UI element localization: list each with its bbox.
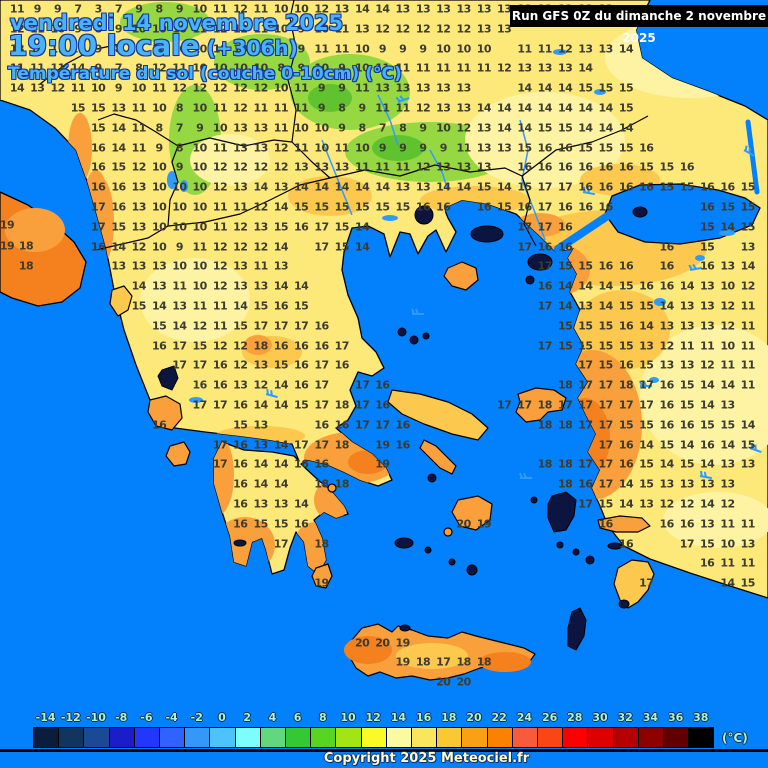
bosphorus-strait: [745, 119, 760, 195]
legend-tick: 14: [390, 711, 407, 724]
legend-box: [209, 727, 236, 748]
legend-tick: 38: [693, 711, 709, 724]
legend-tick: 28: [567, 711, 583, 724]
wind-barb-icon: [582, 186, 595, 196]
italy-heel: [0, 191, 87, 307]
legend-tick: 4: [268, 711, 277, 724]
island-karpathos: [567, 607, 587, 651]
legend-tick: -12: [60, 711, 81, 724]
legend-tick: 22: [491, 711, 507, 724]
island-samothraki: [470, 225, 504, 243]
island-rhodes: [613, 559, 655, 609]
island-lefkada: [157, 365, 179, 391]
wind-barb-icon: [411, 308, 424, 315]
island-dot: [233, 539, 247, 547]
legend-tick: 0: [218, 711, 226, 724]
islands: [109, 205, 655, 681]
wind-barb-icon: [699, 470, 712, 480]
island-evia: [387, 389, 489, 441]
island-andros-tinos: [419, 439, 457, 475]
legend-box: [83, 727, 110, 748]
island-thasos: [414, 205, 434, 225]
island-zakynthos: [165, 441, 191, 467]
legend-box: [411, 727, 438, 748]
legend-box: [184, 727, 211, 748]
wind-barbs: [265, 95, 762, 480]
rivers: [321, 94, 546, 241]
legend-tick: 26: [541, 711, 558, 724]
legend-box: [587, 727, 614, 748]
legend-tick: 32: [617, 711, 633, 724]
legend-box: [511, 727, 538, 748]
legend-box: [58, 727, 85, 748]
wind-barb-icon: [639, 380, 652, 387]
wind-barb-icon: [265, 389, 278, 399]
legend-tick: 12: [365, 711, 381, 724]
legend-tick: 30: [592, 711, 608, 724]
country-borders: [39, 0, 649, 251]
marmara-island: [632, 206, 648, 218]
legend-box: [335, 727, 362, 748]
legend-box: [385, 727, 412, 748]
legend-tick: -4: [165, 711, 178, 724]
legend-box: [310, 727, 337, 748]
island-corfu: [109, 285, 133, 317]
legend-tick: 16: [415, 711, 432, 724]
lakes: [167, 49, 735, 403]
legend-tick: -8: [115, 711, 128, 724]
legend-tick: 8: [318, 711, 327, 724]
legend-box: [285, 727, 312, 748]
legend-tick: -2: [190, 711, 203, 724]
island-naxos: [451, 495, 493, 531]
legend-box: [688, 727, 715, 748]
island-kythera: [311, 563, 333, 589]
island-imbros: [527, 253, 553, 271]
legend-tick: -6: [140, 711, 153, 724]
island-lesbos: [515, 387, 567, 423]
island-limnos: [443, 261, 479, 291]
map-canvas: [0, 0, 768, 681]
legend-tick: -10: [86, 711, 106, 724]
copyright-text: Copyright 2025 Meteociel.fr: [323, 751, 530, 766]
legend-tick: 20: [466, 711, 482, 724]
wind-barb-icon: [519, 472, 532, 479]
legend-box: [259, 727, 286, 748]
legend-tick: -14: [35, 711, 56, 724]
legend-box: [637, 727, 664, 748]
legend-box: [108, 727, 135, 748]
island-samos: [597, 515, 651, 533]
legend-box: [360, 727, 387, 748]
legend-tick: 2: [243, 711, 252, 724]
legend-box: [537, 727, 564, 748]
wind-barb-icon: [749, 443, 762, 454]
legend-tick: 24: [516, 711, 533, 724]
legend-box: [436, 727, 463, 748]
island-santorini: [466, 564, 478, 576]
run-info-box: Run GFS 0Z du dimanche 2 novembre 2025: [510, 5, 768, 45]
dardanelles-strait: [554, 209, 616, 253]
wind-barb-icon: [688, 263, 702, 271]
legend-tick: 34: [642, 711, 659, 724]
legend-box: [33, 727, 60, 748]
legend-box: [461, 727, 488, 748]
marmara-sea: [554, 119, 761, 253]
legend-box: [486, 727, 513, 748]
island-chios: [547, 491, 577, 533]
legend-unit-label: (°C): [722, 731, 748, 745]
legend-tick: 36: [667, 711, 684, 724]
legend-box: [133, 727, 160, 748]
island-kefalonia: [147, 395, 183, 431]
legend-box: [612, 727, 639, 748]
legend-box: [234, 727, 261, 748]
wind-barb-icon: [743, 145, 755, 157]
legend-box: [159, 727, 186, 748]
divider-line: [0, 749, 768, 752]
legend-box: [663, 727, 690, 748]
legend-tick: 6: [293, 711, 302, 724]
legend-tick: 10: [340, 711, 356, 724]
legend-box: [562, 727, 589, 748]
wind-barb-icon: [395, 95, 410, 103]
legend-tick: 18: [441, 711, 457, 724]
